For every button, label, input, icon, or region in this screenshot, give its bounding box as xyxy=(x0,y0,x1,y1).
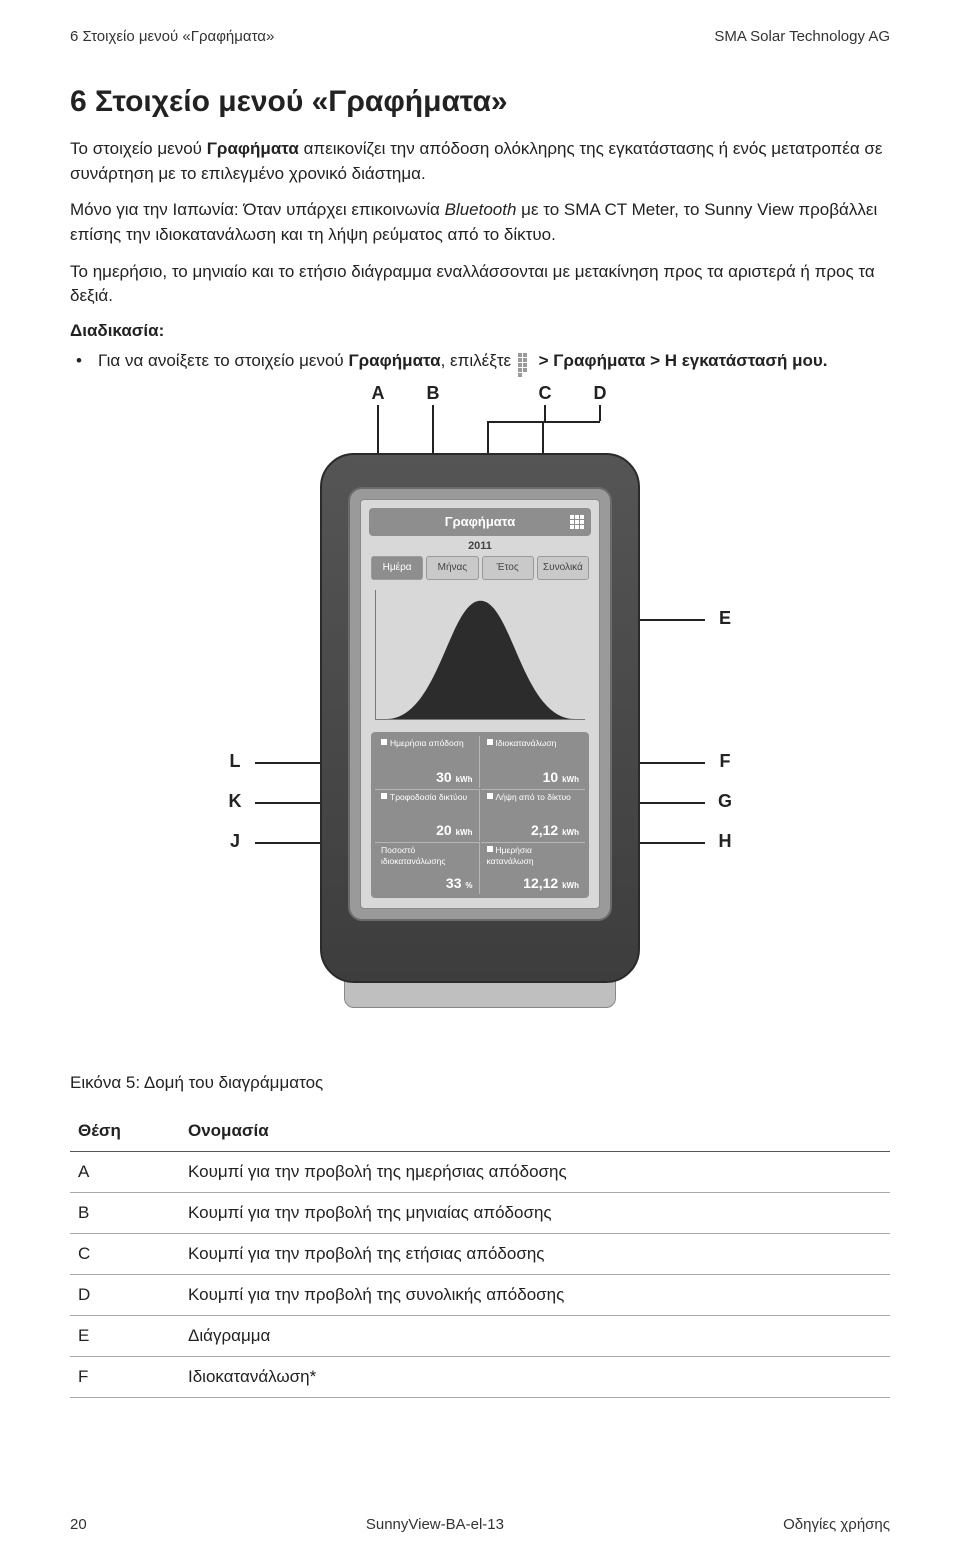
figure-caption: Εικόνα 5: Δομή του διαγράμματος xyxy=(70,1073,890,1093)
device-body: Γραφήματα 2011 Ημέρα Μήνας Έτος Συνολικά xyxy=(320,453,640,983)
procedure-title: Διαδικασία: xyxy=(70,321,890,341)
cell: A xyxy=(70,1152,180,1193)
cell: C xyxy=(70,1234,180,1275)
stats-grid: Ημερήσια απόδοση 30 kWh Ιδιοκατανάλωση 1… xyxy=(371,732,589,898)
stat-value: 12,12 xyxy=(523,875,558,891)
table-row: DΚουμπί για την προβολή της συνολικής απ… xyxy=(70,1275,890,1316)
stat-self-consumption: Ιδιοκατανάλωση 10 kWh xyxy=(481,736,586,788)
device-mockup: Γραφήματα 2011 Ημέρα Μήνας Έτος Συνολικά xyxy=(320,453,640,1008)
proc-d: > Γραφήματα > Η εγκατάστασή μου. xyxy=(534,351,828,370)
tab-year[interactable]: Έτος xyxy=(482,556,534,580)
tab-day[interactable]: Ημέρα xyxy=(371,556,423,580)
stat-label: Ιδιοκατανάλωση xyxy=(496,738,557,748)
callout-B: B xyxy=(418,383,448,404)
device-screen: Γραφήματα 2011 Ημέρα Μήνας Έτος Συνολικά xyxy=(360,499,600,909)
header-right: SMA Solar Technology AG xyxy=(714,28,890,45)
chart-area xyxy=(375,590,585,720)
stat-label: Λήψη από το δίκτυο xyxy=(496,792,571,802)
col-position: Θέση xyxy=(70,1111,180,1152)
device-bezel: Γραφήματα 2011 Ημέρα Μήνας Έτος Συνολικά xyxy=(348,487,612,921)
page-title: 6 Στοιχείο μενού «Γραφήματα» xyxy=(70,85,890,119)
table-row: EΔιάγραμμα xyxy=(70,1316,890,1357)
tab-month[interactable]: Μήνας xyxy=(426,556,478,580)
table-row: BΚουμπί για την προβολή της μηνιαίας από… xyxy=(70,1193,890,1234)
table-row: CΚουμπί για την προβολή της ετήσιας απόδ… xyxy=(70,1234,890,1275)
cell: Διάγραμμα xyxy=(180,1316,890,1357)
paragraph-3: Το ημερήσιο, το μηνιαίο και το ετήσιο δι… xyxy=(70,260,890,309)
col-name: Ονομασία xyxy=(180,1111,890,1152)
tab-total[interactable]: Συνολικά xyxy=(537,556,589,580)
proc-a: Για να ανοίξετε το στοιχείο μενού xyxy=(98,351,348,370)
cell: Ιδιοκατανάλωση* xyxy=(180,1357,890,1398)
stat-value: 10 xyxy=(543,769,559,785)
procedure-bullet: • Για να ανοίξετε το στοιχείο μενού Γραφ… xyxy=(70,349,890,374)
stat-unit: kWh xyxy=(562,775,579,784)
stat-unit: % xyxy=(465,881,472,890)
tab-bar: Ημέρα Μήνας Έτος Συνολικά xyxy=(371,556,589,580)
stat-grid-feed: Τροφοδοσία δικτύου 20 kWh xyxy=(375,789,480,841)
cell: B xyxy=(70,1193,180,1234)
cell: Κουμπί για την προβολή της μηνιαίας απόδ… xyxy=(180,1193,890,1234)
cell: E xyxy=(70,1316,180,1357)
cell: Κουμπί για την προβολή της ημερήσιας από… xyxy=(180,1152,890,1193)
stat-daily-yield: Ημερήσια απόδοση 30 kWh xyxy=(375,736,480,788)
cell: Κουμπί για την προβολή της συνολικής από… xyxy=(180,1275,890,1316)
year-label: 2011 xyxy=(361,540,599,552)
stat-unit: kWh xyxy=(456,775,473,784)
stat-value: 2,12 xyxy=(531,822,558,838)
cell: D xyxy=(70,1275,180,1316)
cell: Κουμπί για την προβολή της ετήσιας απόδο… xyxy=(180,1234,890,1275)
stat-label: Ποσοστό ιδιοκατανάλωσης xyxy=(381,845,445,865)
p2b: Bluetooth xyxy=(445,200,517,219)
proc-b: Γραφήματα xyxy=(348,351,440,370)
callout-D: D xyxy=(585,383,615,404)
stat-unit: kWh xyxy=(456,828,473,837)
stat-label: Ημερήσια κατανάλωση xyxy=(487,845,534,865)
menu-grid-icon xyxy=(518,353,532,367)
stat-value: 30 xyxy=(436,769,452,785)
proc-c: , επιλέξτε xyxy=(441,351,516,370)
table-row: AΚουμπί για την προβολή της ημερήσιας απ… xyxy=(70,1152,890,1193)
paragraph-2: Μόνο για την Ιαπωνία: Όταν υπάρχει επικο… xyxy=(70,198,890,247)
screen-titlebar: Γραφήματα xyxy=(369,508,591,536)
header-left: 6 Στοιχείο μενού «Γραφήματα» xyxy=(70,28,274,45)
stat-label: Τροφοδοσία δικτύου xyxy=(390,792,467,802)
table-row: FΙδιοκατανάλωση* xyxy=(70,1357,890,1398)
menu-grid-icon[interactable] xyxy=(569,514,585,530)
diagram: A B C D E F G H L K J xyxy=(70,383,890,1063)
footer-right: Οδηγίες χρήσης xyxy=(783,1516,890,1533)
footer-page: 20 xyxy=(70,1516,87,1533)
callout-C: C xyxy=(530,383,560,404)
stat-self-pct: Ποσοστό ιδιοκατανάλωσης 33 % xyxy=(375,842,480,894)
stat-label: Ημερήσια απόδοση xyxy=(390,738,464,748)
paragraph-1: Το στοιχείο μενού Γραφήματα απεικονίζει … xyxy=(70,137,890,186)
p2a: Μόνο για την Ιαπωνία: Όταν υπάρχει επικο… xyxy=(70,200,445,219)
bullet-dot: • xyxy=(70,349,98,374)
stat-value: 20 xyxy=(436,822,452,838)
stat-value: 33 xyxy=(446,875,462,891)
stat-unit: kWh xyxy=(562,881,579,890)
stat-unit: kWh xyxy=(562,828,579,837)
p1b: Γραφήματα xyxy=(207,139,299,158)
stat-grid-draw: Λήψη από το δίκτυο 2,12 kWh xyxy=(481,789,586,841)
p1a: Το στοιχείο μενού xyxy=(70,139,207,158)
footer-docid: SunnyView-BA-el-13 xyxy=(366,1516,504,1533)
titlebar-label: Γραφήματα xyxy=(445,514,515,529)
callout-A: A xyxy=(363,383,393,404)
cell: F xyxy=(70,1357,180,1398)
legend-table: Θέση Ονομασία AΚουμπί για την προβολή τη… xyxy=(70,1111,890,1398)
stat-daily-consumption: Ημερήσια κατανάλωση 12,12 kWh xyxy=(481,842,586,894)
